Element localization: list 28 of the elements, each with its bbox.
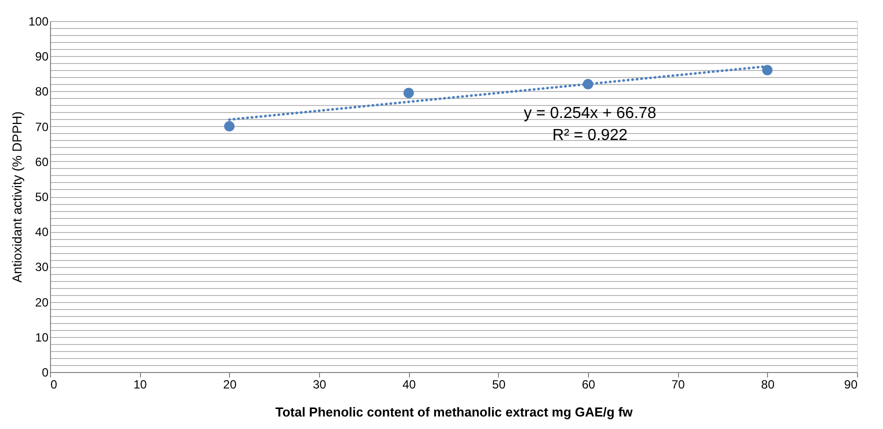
point: [224, 121, 235, 132]
point: [403, 88, 414, 98]
annotation: R² = 0.922: [552, 127, 628, 144]
annotation: y = 0.254x + 66.78: [524, 105, 656, 122]
y-tick-label: 80: [35, 84, 49, 99]
y-tick-label: 90: [35, 50, 49, 64]
x-tick-label: 10: [133, 378, 148, 392]
y-tick-label: 50: [35, 190, 49, 204]
y-axis-title: Antioxidant activity (% DPPH): [9, 111, 24, 283]
point: [762, 64, 773, 76]
y-tick-label: 60: [35, 154, 49, 169]
y-tick-label: 0: [42, 366, 49, 380]
x-tick-label: 50: [492, 378, 506, 392]
x-tick-label: 30: [312, 378, 326, 392]
x-tick-label: 80: [761, 378, 775, 392]
y-tick-label: 20: [35, 295, 49, 310]
y-tick-label: 40: [35, 225, 49, 240]
x-tick-label: 40: [402, 378, 416, 392]
y-tick-label: 70: [35, 120, 49, 134]
x-axis-title: Total Phenolic content of methanolic extract mg GAE/g fw: [275, 404, 634, 420]
x-tick-label: 90: [844, 378, 858, 392]
x-tick-label: 0: [50, 378, 58, 392]
x-tick-label: 60: [582, 378, 596, 392]
y-tick-label: 100: [28, 14, 49, 28]
y-tick-label: 10: [35, 330, 49, 344]
x-tick-label: 20: [223, 378, 237, 392]
y-tick-label: 30: [35, 260, 49, 274]
x-tick-label: 70: [671, 378, 686, 392]
